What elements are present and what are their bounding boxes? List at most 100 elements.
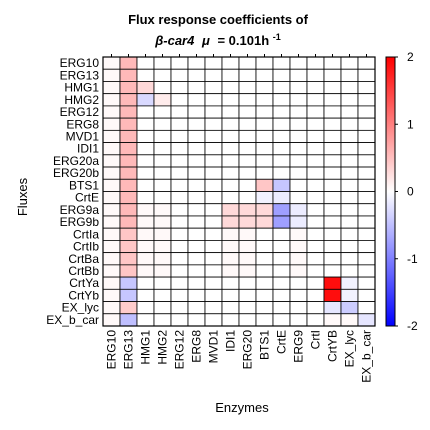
heatmap-cell — [204, 227, 223, 241]
heatmap-cell — [238, 276, 257, 290]
x-tick-label: ERG8 — [190, 330, 204, 363]
heatmap-cell — [153, 288, 172, 302]
heatmap-cell — [204, 142, 223, 156]
heatmap-cell — [136, 93, 155, 107]
heatmap-cell — [187, 227, 206, 241]
y-tick-label: CrtIa — [73, 227, 99, 241]
heatmap-cell — [102, 264, 121, 278]
heatmap-cell — [272, 68, 291, 82]
heatmap-cell — [255, 154, 274, 168]
heatmap-cell — [289, 276, 308, 290]
heatmap-cell — [289, 93, 308, 107]
heatmap-cell — [102, 276, 121, 290]
heatmap-cell — [272, 154, 291, 168]
heatmap-cell — [340, 264, 359, 278]
y-tick-label: HMG1 — [64, 81, 99, 95]
colorbar — [385, 56, 396, 327]
y-tick-label: EX_b_car — [46, 313, 99, 327]
heatmap-cell — [289, 203, 308, 217]
heatmap-cell — [119, 288, 138, 302]
x-tick-label: ERG12 — [173, 330, 187, 370]
heatmap-cell — [153, 240, 172, 254]
heatmap-cell — [153, 117, 172, 131]
heatmap-cell — [119, 56, 138, 70]
heatmap-cell — [136, 301, 155, 315]
heatmap-cell — [306, 252, 325, 266]
heatmap-cell — [102, 166, 121, 180]
heatmap-cell — [238, 313, 257, 327]
heatmap-cell — [153, 154, 172, 168]
heatmap-cell — [289, 105, 308, 119]
heatmap-cell — [187, 81, 206, 95]
heatmap-cell — [204, 203, 223, 217]
heatmap-cell — [340, 166, 359, 180]
heatmap-cell — [340, 203, 359, 217]
heatmap-cell — [340, 81, 359, 95]
heatmap-cell — [153, 264, 172, 278]
heatmap-cell — [272, 166, 291, 180]
heatmap-cell — [170, 178, 189, 192]
x-tick-label: ERG10 — [105, 330, 119, 370]
heatmap-cell — [357, 240, 376, 254]
heatmap-cell — [102, 215, 121, 229]
heatmap-cell — [238, 154, 257, 168]
heatmap-cell — [153, 313, 172, 327]
plot-border — [102, 56, 376, 327]
chart-subtitle-rate: = 0.101h — [217, 33, 269, 48]
heatmap-cell — [136, 227, 155, 241]
heatmap-cell — [272, 240, 291, 254]
heatmap-cell — [323, 215, 342, 229]
heatmap-cell — [187, 203, 206, 217]
heatmap-cell — [357, 81, 376, 95]
heatmap-cell — [306, 203, 325, 217]
heatmap-cell — [238, 252, 257, 266]
heatmap-cell — [357, 276, 376, 290]
heatmap-cell — [119, 142, 138, 156]
heatmap-cell — [357, 129, 376, 143]
heatmap-cell — [340, 93, 359, 107]
heatmap-cell — [306, 301, 325, 315]
heatmap-cell — [323, 264, 342, 278]
heatmap-cell — [187, 191, 206, 205]
heatmap-cell — [119, 93, 138, 107]
y-tick-label: ERG20a — [53, 154, 99, 168]
heatmap-cell — [306, 154, 325, 168]
heatmap-cell — [306, 215, 325, 229]
heatmap-cell — [238, 301, 257, 315]
heatmap-cell — [136, 240, 155, 254]
heatmap-cell — [119, 191, 138, 205]
heatmap-cell — [153, 276, 172, 290]
heatmap-cell — [272, 301, 291, 315]
heatmap-cell — [306, 227, 325, 241]
heatmap-cell — [323, 227, 342, 241]
heatmap-cell — [136, 154, 155, 168]
heatmap-cell — [187, 288, 206, 302]
heatmap-cell — [272, 203, 291, 217]
heatmap-cell — [102, 142, 121, 156]
heatmap-cell — [170, 215, 189, 229]
heatmap-cell — [204, 313, 223, 327]
heatmap-cell — [238, 215, 257, 229]
heatmap-cell — [340, 276, 359, 290]
heatmap-cell — [289, 56, 308, 70]
colorbar-tick-label: 2 — [407, 50, 414, 64]
chart-subtitle-mu: μ — [201, 33, 210, 48]
heatmap-cell — [340, 129, 359, 143]
heatmap-cell — [187, 154, 206, 168]
heatmap-cell — [340, 240, 359, 254]
heatmap-cell — [136, 203, 155, 217]
heatmap-cell — [238, 191, 257, 205]
heatmap-cell — [187, 252, 206, 266]
heatmap-cell — [102, 203, 121, 217]
heatmap-cell — [255, 264, 274, 278]
x-tick-label: ERG13 — [122, 330, 136, 370]
heatmap-cell — [357, 313, 376, 327]
x-tick-label: ERG20 — [241, 330, 255, 370]
heatmap-cell — [221, 154, 240, 168]
heatmap-cell — [187, 264, 206, 278]
heatmap-cell — [272, 93, 291, 107]
heatmap-cell — [119, 313, 138, 327]
heatmap-cell — [357, 56, 376, 70]
heatmap-cell — [204, 240, 223, 254]
